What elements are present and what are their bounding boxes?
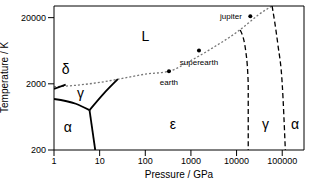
svg-text:α: α <box>64 119 72 135</box>
svg-text:1: 1 <box>51 156 56 166</box>
svg-text:200: 200 <box>31 145 46 155</box>
svg-text:1000: 1000 <box>181 156 201 166</box>
svg-text:γ: γ <box>77 85 84 101</box>
svg-text:100000: 100000 <box>267 156 297 166</box>
svg-text:Temperature / K: Temperature / K <box>8 42 10 113</box>
svg-text:jupiter: jupiter <box>219 12 242 21</box>
svg-text:L: L <box>141 28 149 44</box>
svg-text:20000: 20000 <box>21 13 46 23</box>
svg-text:Pressure / GPa: Pressure / GPa <box>145 169 214 180</box>
svg-text:2000: 2000 <box>26 79 46 89</box>
svg-text:superearth: superearth <box>180 58 218 67</box>
svg-text:γ: γ <box>262 116 269 132</box>
svg-text:earth: earth <box>160 78 178 87</box>
svg-text:10: 10 <box>95 156 105 166</box>
svg-text:100: 100 <box>138 156 153 166</box>
svg-text:ε: ε <box>170 116 176 132</box>
svg-text:δ: δ <box>62 61 70 77</box>
svg-text:10000: 10000 <box>224 156 249 166</box>
svg-text:α: α <box>291 116 299 132</box>
